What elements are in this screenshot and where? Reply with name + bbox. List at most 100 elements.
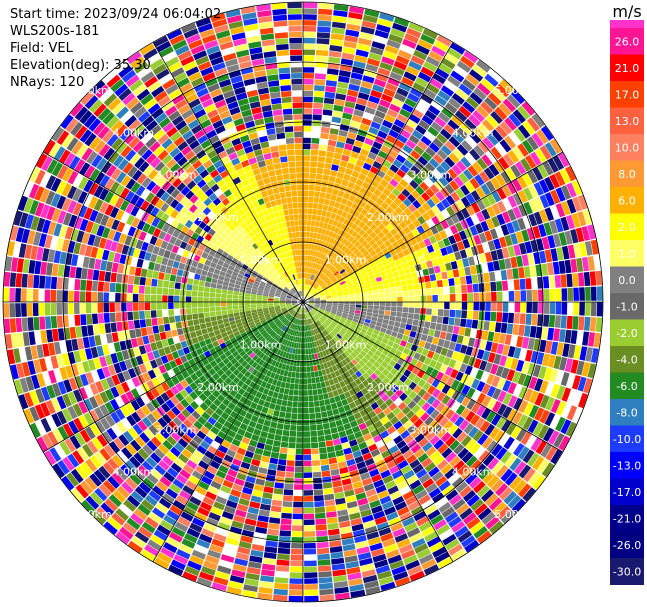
- range-gate: [439, 528, 454, 541]
- range-gate: [45, 400, 56, 415]
- range-gate: [343, 106, 354, 115]
- range-gate: [112, 454, 124, 467]
- range-gate: [183, 361, 191, 370]
- range-gate: [115, 293, 121, 302]
- range-gate: [499, 139, 512, 153]
- range-gate: [182, 346, 191, 355]
- range-gate: [296, 366, 300, 373]
- range-gate: [406, 169, 417, 180]
- range-gate: [303, 325, 305, 332]
- range-gate: [344, 341, 351, 348]
- range-gate: [215, 450, 226, 459]
- range-gate: [426, 375, 436, 385]
- range-gate: [50, 236, 59, 250]
- range-gate: [527, 362, 536, 376]
- range-gate: [495, 416, 507, 430]
- range-gate: [475, 223, 484, 234]
- range-gate: [532, 455, 545, 471]
- range-gate: [50, 177, 62, 192]
- range-gate: [256, 323, 263, 329]
- range-gate: [473, 338, 481, 349]
- range-gate: [469, 367, 479, 378]
- range-gate: [337, 388, 344, 395]
- range-gate: [198, 393, 208, 402]
- range-gate: [219, 327, 226, 334]
- range-gate: [357, 263, 364, 270]
- range-gate: [203, 246, 211, 254]
- range-gate: [456, 127, 469, 140]
- range-gate: [521, 254, 529, 267]
- range-gate: [418, 255, 426, 264]
- range-gate: [29, 167, 41, 183]
- range-gate: [348, 261, 355, 268]
- range-gate: [495, 174, 506, 187]
- range-gate: [177, 364, 186, 373]
- range-gate: [134, 531, 150, 544]
- range-gate: [255, 364, 262, 371]
- range-gate: [342, 312, 349, 317]
- range-gate: [497, 403, 507, 416]
- range-gate: [122, 370, 131, 381]
- range-gate: [360, 208, 369, 216]
- range-gate: [357, 497, 369, 506]
- range-gate: [336, 264, 342, 271]
- range-gate: [48, 342, 56, 356]
- range-gate: [330, 225, 336, 232]
- range-gate: [506, 323, 514, 335]
- range-gate: [412, 319, 419, 326]
- range-gate: [382, 538, 396, 548]
- range-gate: [206, 254, 214, 262]
- range-gate: [298, 390, 303, 396]
- range-gate: [287, 395, 294, 402]
- range-gate: [386, 244, 395, 252]
- range-gate: [246, 512, 258, 521]
- range-gate: [401, 103, 414, 113]
- range-gate: [222, 335, 230, 342]
- range-gate: [140, 549, 156, 562]
- range-gate: [385, 206, 394, 215]
- range-gate: [57, 381, 67, 395]
- range-gate: [386, 214, 395, 223]
- range-gate: [408, 290, 415, 296]
- range-gate: [304, 279, 307, 285]
- range-gate: [319, 144, 328, 151]
- range-gate: [374, 339, 382, 346]
- range-gate: [292, 304, 298, 307]
- range-gate: [464, 327, 472, 337]
- range-gate: [284, 346, 289, 352]
- range-gate: [319, 259, 324, 266]
- range-gate: [246, 445, 256, 453]
- range-gate: [94, 335, 102, 346]
- range-gate: [251, 291, 257, 295]
- range-gate: [379, 402, 388, 411]
- range-gate: [216, 349, 224, 357]
- range-gate: [330, 267, 336, 273]
- range-gate: [450, 214, 460, 224]
- range-gate: [445, 538, 460, 551]
- range-gate: [341, 285, 348, 290]
- range-gate: [311, 309, 316, 315]
- range-gate: [367, 424, 377, 433]
- range-gate: [303, 214, 308, 220]
- range-gate: [313, 91, 325, 98]
- range-gate: [232, 340, 239, 347]
- range-gate: [11, 257, 19, 272]
- range-gate: [348, 336, 355, 343]
- range-gate: [10, 225, 19, 241]
- range-gate: [303, 90, 314, 97]
- range-gate: [311, 377, 316, 384]
- range-gate: [335, 349, 341, 356]
- range-gate: [68, 315, 75, 327]
- range-gate: [274, 294, 281, 298]
- range-gate: [377, 285, 384, 290]
- range-gate: [274, 361, 280, 368]
- range-gate: [156, 385, 165, 395]
- range-gate: [390, 306, 397, 312]
- range-gate: [21, 361, 31, 377]
- range-gate: [532, 166, 544, 181]
- range-gate: [439, 230, 448, 240]
- range-gate: [567, 302, 574, 315]
- range-gate: [350, 323, 357, 329]
- range-gate: [316, 382, 322, 389]
- range-gate: [587, 363, 596, 379]
